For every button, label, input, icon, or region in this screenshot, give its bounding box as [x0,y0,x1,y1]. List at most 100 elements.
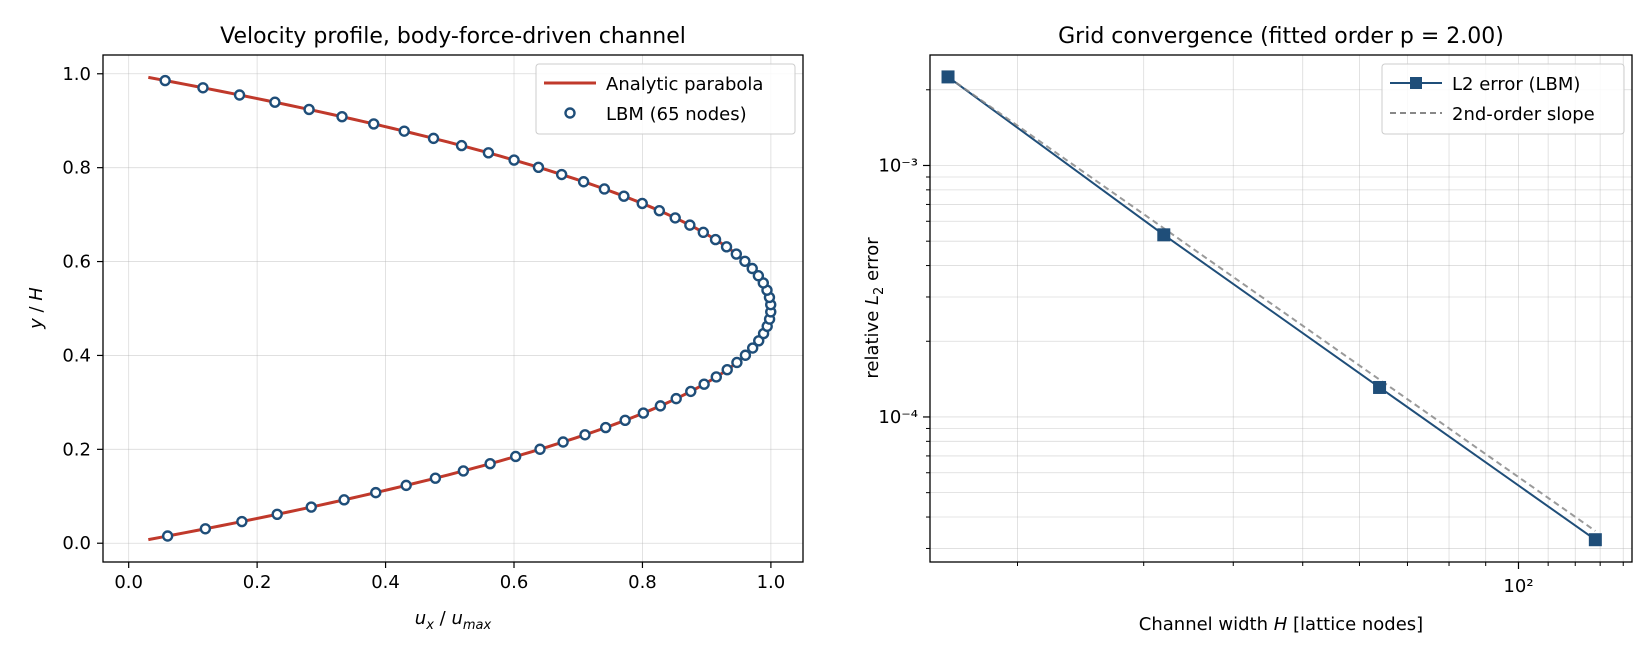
lbm-marker [684,219,696,231]
left-y-tick-label: 1.0 [62,64,91,85]
right-y-tick-label: 10⁻³ [878,155,918,176]
lbm-marker [618,190,630,202]
lbm-marker [484,457,496,470]
left-x-axis-label: ux / umax [415,608,492,633]
l2-error-markers [941,70,1602,547]
legend-analytic-label: Analytic parabola [606,74,763,95]
left-y-tick-label: 0.2 [62,439,91,460]
lbm-markers [159,74,777,542]
lbm-marker [555,168,568,181]
lbm-marker [709,233,722,246]
lbm-marker [698,378,710,390]
l2-error-marker [1373,380,1387,394]
lbm-marker [670,392,682,405]
right-grid [930,55,1632,562]
left-x-tick-label: 0.2 [243,572,272,593]
lbm-marker [508,154,520,166]
l2-error-marker [1588,533,1602,547]
lbm-marker [577,176,590,188]
l2-error-series [947,76,1596,541]
right-legend-box [1381,63,1625,135]
second-order-slope-line [947,76,1596,532]
lbm-marker [303,103,315,116]
lbm-marker [710,371,722,383]
lbm-marker [746,342,759,354]
left-x-tick-label: 0.0 [114,572,143,593]
right-x-tick-label: 10² [1503,576,1533,597]
right-ticks: 10² 10⁻⁴ 10⁻³ [878,89,1624,597]
lbm-marker [336,110,348,123]
lbm-marker [721,364,733,376]
left-y-axis-label: y / H [26,287,47,330]
lbm-marker [720,241,733,253]
lbm-marker [685,385,697,398]
l2-error-line [947,76,1596,541]
lbm-marker [305,501,317,513]
second-order-slope-path [947,76,1596,532]
left-x-tick-label: 0.8 [628,572,657,593]
lbm-marker [199,523,212,535]
lbm-marker [731,356,743,369]
left-y-tick-label: 0.4 [62,345,91,366]
velocity-profile-panel: Velocity profile, body-force-driven chan… [26,24,804,633]
left-legend-box [535,63,796,135]
l2-error-marker [941,70,955,84]
right-y-axis-label: relative L2 error [862,237,887,379]
l2-error-marker [1157,228,1171,242]
right-legend: L2 error (LBM) 2nd-order slope [1381,63,1625,135]
lbm-marker [532,161,545,173]
lbm-marker [455,139,468,152]
lbm-marker [579,429,591,441]
lbm-marker [236,515,248,528]
lbm-marker [398,125,410,137]
lbm-marker [752,270,765,282]
right-plot-frame [929,54,1633,563]
lbm-marker [400,479,412,492]
lbm-marker [636,197,648,210]
lbm-marker [271,508,283,521]
legend-lbm-label: LBM (65 nodes) [606,104,747,125]
lbm-marker [669,212,681,224]
lbm-marker [197,82,209,94]
lbm-marker [654,400,667,412]
lbm-marker [161,530,174,542]
left-plot-frame [102,54,804,563]
lbm-marker [598,183,611,195]
left-chart-title: Velocity profile, body-force-driven chan… [220,24,686,49]
lbm-marker [619,414,631,427]
legend-slope-label: 2nd-order slope [1452,104,1595,125]
lbm-marker [739,255,751,267]
lbm-marker [730,248,743,260]
legend-lbm-swatch [564,107,576,119]
legend-l2-marker-swatch [1410,77,1422,89]
lbm-marker [429,472,442,484]
lbm-marker [599,421,612,434]
lbm-marker [739,349,752,361]
left-x-tick-label: 0.6 [500,572,529,593]
lbm-marker [746,262,758,275]
right-y-tick-label: 10⁻⁴ [878,407,918,428]
lbm-marker [557,436,569,448]
left-x-tick-label: 1.0 [757,572,786,593]
lbm-marker [637,407,650,419]
grid-convergence-panel: Grid convergence (fitted order p = 2.00)… [862,24,1633,635]
lbm-marker [269,96,281,108]
lbm-marker [368,118,380,130]
left-y-tick-label: 0.8 [62,158,91,179]
left-y-tick-label: 0.0 [62,533,91,554]
lbm-marker [534,443,546,455]
lbm-marker [159,74,171,87]
legend-l2-label: L2 error (LBM) [1452,74,1580,95]
lbm-marker [653,204,666,217]
lbm-marker [697,226,710,239]
right-x-axis-label: Channel width H [lattice nodes] [1139,614,1423,635]
lbm-marker [427,132,440,145]
left-legend: Analytic parabola LBM (65 nodes) [535,63,796,135]
lbm-marker [457,465,470,477]
left-x-tick-label: 0.4 [371,572,400,593]
lbm-marker [509,450,522,463]
lbm-marker [370,486,382,499]
right-chart-title: Grid convergence (fitted order p = 2.00) [1058,24,1504,49]
lbm-marker [482,147,495,159]
lbm-marker [233,89,246,101]
